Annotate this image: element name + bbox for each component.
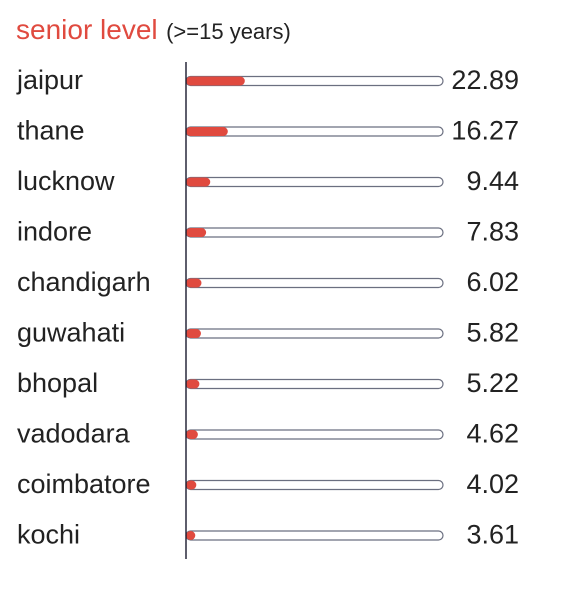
bar-track bbox=[185, 378, 444, 390]
bar-track bbox=[185, 479, 444, 491]
chart-row: chandigarh 6.02 bbox=[17, 267, 519, 297]
value-label: 9.44 bbox=[466, 166, 519, 196]
bar bbox=[186, 127, 228, 136]
category-label: bhopal bbox=[17, 368, 98, 398]
bar-track bbox=[185, 227, 444, 238]
bar-track bbox=[185, 328, 444, 339]
bar-track bbox=[185, 530, 444, 541]
bar-track bbox=[185, 429, 444, 440]
value-label: 5.22 bbox=[466, 368, 519, 398]
bar bbox=[186, 278, 202, 288]
chart-row: kochi 3.61 bbox=[17, 520, 519, 550]
chart-row: vadodara 4.62 bbox=[17, 419, 519, 449]
category-label: guwahati bbox=[17, 318, 125, 348]
bar-track bbox=[185, 176, 444, 188]
bar-track bbox=[185, 277, 444, 289]
chart-row: lucknow 9.44 bbox=[17, 166, 519, 196]
bar bbox=[186, 76, 245, 86]
bar bbox=[186, 480, 197, 490]
value-label: 3.61 bbox=[466, 520, 519, 550]
chart-row: thane 16.27 bbox=[17, 116, 519, 146]
chart-row: guwahati 5.82 bbox=[17, 318, 519, 348]
chart-row: coimbatore 4.02 bbox=[17, 469, 519, 499]
category-label: chandigarh bbox=[17, 267, 151, 297]
bar bbox=[186, 177, 211, 187]
value-label: 16.27 bbox=[451, 116, 519, 146]
chart-title: senior level bbox=[16, 14, 158, 45]
value-label: 4.62 bbox=[466, 419, 519, 449]
category-label: vadodara bbox=[17, 419, 131, 449]
value-label: 4.02 bbox=[466, 469, 519, 499]
bar bbox=[186, 329, 201, 338]
category-label: indore bbox=[17, 217, 92, 247]
bar bbox=[186, 531, 196, 540]
category-label: thane bbox=[17, 116, 85, 146]
bar bbox=[186, 379, 200, 389]
chart-subtitle: (>=15 years) bbox=[166, 19, 291, 44]
value-label: 22.89 bbox=[451, 65, 519, 95]
value-label: 7.83 bbox=[466, 217, 519, 247]
bar bbox=[186, 228, 207, 237]
category-label: lucknow bbox=[17, 166, 115, 196]
category-label: kochi bbox=[17, 520, 80, 550]
category-label: coimbatore bbox=[17, 469, 151, 499]
value-label: 6.02 bbox=[466, 267, 519, 297]
chart-row: indore 7.83 bbox=[17, 217, 519, 247]
chart-row: bhopal 5.22 bbox=[17, 368, 519, 398]
bar bbox=[186, 430, 198, 439]
value-label: 5.82 bbox=[466, 318, 519, 348]
chart-row: jaipur 22.89 bbox=[16, 65, 519, 95]
chart-heading: senior level (>=15 years) bbox=[16, 14, 291, 46]
category-label: jaipur bbox=[16, 65, 83, 95]
